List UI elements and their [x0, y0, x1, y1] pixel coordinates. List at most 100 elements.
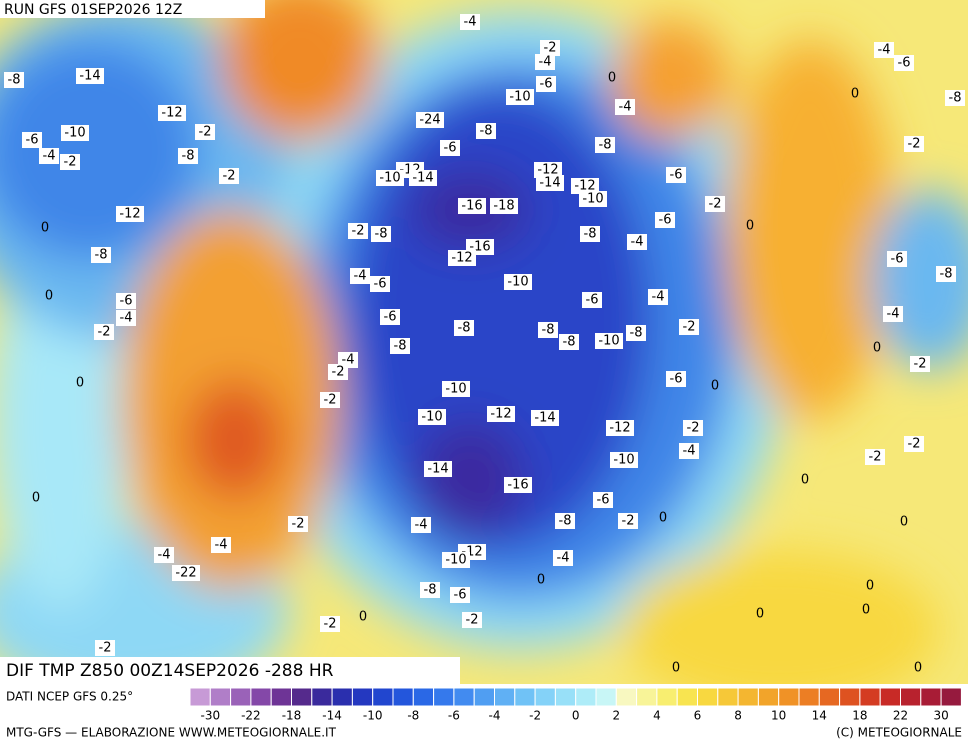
colorbar-label: 22 — [893, 709, 908, 723]
colorbar-label: 8 — [734, 709, 742, 723]
colorbar-swatch — [209, 687, 232, 707]
contour-label-box — [424, 461, 452, 477]
contour-label-box — [371, 226, 391, 242]
contour-label: -2 — [332, 365, 345, 380]
contour-label: -8 — [424, 583, 437, 598]
colorbar-swatch — [717, 687, 739, 707]
contour-label-box — [538, 322, 558, 338]
contour-label-box — [945, 90, 965, 106]
contour-label: -2 — [352, 224, 365, 239]
contour-label: -8 — [182, 149, 195, 164]
contour-label: -8 — [458, 321, 471, 336]
contour-label-box — [390, 338, 410, 354]
contour-label-box — [418, 409, 446, 425]
contour-label: -2 — [223, 169, 236, 184]
contour-label-box — [320, 616, 340, 632]
colorbar-swatch — [311, 687, 333, 707]
colorbar-swatch — [656, 687, 678, 707]
contour-label-box — [904, 436, 924, 452]
colorbar-label: -14 — [322, 709, 342, 723]
contour-label: -8 — [542, 323, 555, 338]
map-caption: DIF TMP Z850 00Z14SEP2026 -288 HR — [6, 661, 334, 681]
contour-label: -4 — [158, 548, 171, 563]
contour-label: -2 — [709, 197, 722, 212]
contour-label: 0 — [45, 289, 53, 304]
colorbar-swatch — [676, 687, 699, 707]
contour-label-box — [458, 198, 486, 214]
contour-label: -8 — [394, 339, 407, 354]
contour-label: -2 — [914, 357, 927, 372]
contour-label: -8 — [940, 267, 953, 282]
contour-label: -6 — [670, 168, 683, 183]
footer-right: (C) METEOGIORNALE — [836, 726, 962, 740]
contour-label-box — [536, 76, 556, 92]
contour-label-box — [154, 547, 174, 563]
contour-label: -2 — [683, 320, 696, 335]
colorbar-label: -4 — [489, 709, 501, 723]
contour-label-box — [350, 268, 370, 284]
contour-label-box — [534, 162, 562, 178]
contour-label: -12 — [119, 207, 140, 222]
contour-label: -4 — [464, 15, 477, 30]
contour-label-box — [595, 333, 623, 349]
contour-label-box — [61, 125, 89, 141]
contour-label-box — [683, 420, 703, 436]
contour-label-box — [178, 148, 198, 164]
contour-label: -2 — [869, 450, 882, 465]
colorbar-swatch — [595, 687, 617, 707]
contour-label: -8 — [599, 138, 612, 153]
contour-label-box — [595, 137, 615, 153]
colorbar-label: -30 — [200, 709, 220, 723]
contour-label: -4 — [43, 149, 56, 164]
contour-label-box — [487, 406, 515, 422]
colorbar-swatch — [554, 687, 577, 707]
contour-label: -8 — [563, 335, 576, 350]
contour-label: -6 — [120, 294, 133, 309]
contour-label-box — [887, 251, 907, 267]
contour-label-box — [582, 292, 602, 308]
contour-label: -2 — [622, 514, 635, 529]
contour-label-box — [579, 191, 607, 207]
colorbar-swatch — [473, 687, 496, 707]
contour-label: 0 — [32, 491, 40, 506]
colorbar-swatch — [920, 687, 942, 707]
contour-label: -12 — [490, 407, 511, 422]
contour-label: -2 — [292, 517, 305, 532]
contour-label-box — [172, 565, 200, 581]
contour-label-box — [454, 320, 474, 336]
contour-label-box — [195, 124, 215, 140]
colorbar-label: 6 — [694, 709, 702, 723]
contour-label: 0 — [873, 341, 881, 356]
contour-label: -4 — [683, 444, 696, 459]
colorbar-swatch — [514, 687, 536, 707]
contour-label: -22 — [175, 566, 196, 581]
contour-label-box — [627, 234, 647, 250]
contour-label: 0 — [359, 610, 367, 625]
data-source: DATI NCEP GFS 0.25° — [6, 690, 133, 704]
contour-label: -10 — [64, 126, 85, 141]
contour-label-box — [648, 289, 668, 305]
contour-label: -10 — [582, 192, 603, 207]
contour-label: -4 — [619, 100, 632, 115]
contour-label-box — [411, 517, 431, 533]
contour-label: -2 — [908, 437, 921, 452]
contour-label-box — [535, 54, 555, 70]
colorbar-swatch — [230, 687, 252, 707]
colorbar-swatch — [839, 687, 861, 707]
contour-label: -4 — [120, 311, 133, 326]
contour-label: -12 — [537, 163, 558, 178]
colorbar-label: 14 — [812, 709, 827, 723]
contour-label-box — [376, 170, 404, 186]
contour-label: -12 — [609, 421, 630, 436]
contour-label: -2 — [466, 613, 479, 628]
contour-label-box — [936, 266, 956, 282]
contour-label-box — [462, 612, 482, 628]
contour-label: -6 — [891, 252, 904, 267]
contour-label: 0 — [851, 87, 859, 102]
contour-label-box — [504, 477, 532, 493]
contour-label: -4 — [415, 518, 428, 533]
contour-label: -6 — [597, 493, 610, 508]
contour-label-box — [328, 364, 348, 380]
colorbar-label: -22 — [241, 709, 261, 723]
